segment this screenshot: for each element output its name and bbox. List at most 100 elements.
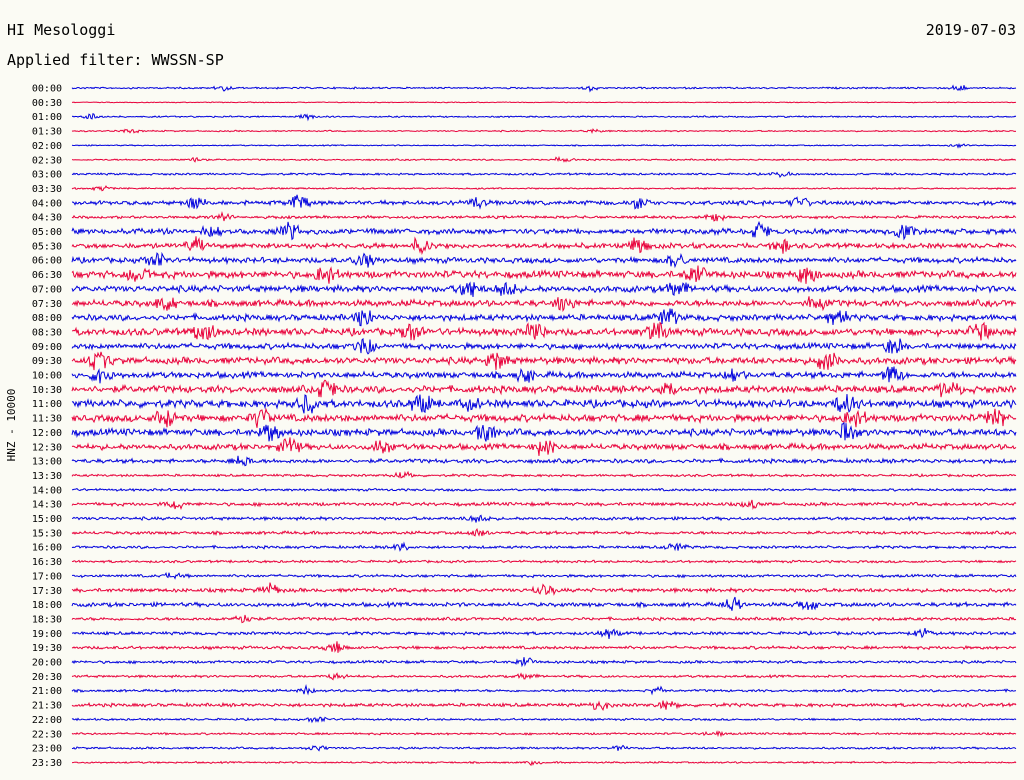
trace-row-0730: 07:30: [32, 296, 1017, 313]
trace-row-1630: 16:30: [32, 557, 1017, 568]
trace-row-0430: 04:30: [32, 211, 1017, 224]
row-time-label: 02:00: [32, 141, 62, 152]
trace-row-0030: 00:30: [32, 98, 1017, 109]
trace-row-0200: 02:00: [32, 141, 1017, 152]
row-time-label: 12:30: [32, 442, 62, 453]
row-time-label: 06:00: [32, 256, 62, 267]
trace-line: [71, 641, 1017, 653]
trace-line: [71, 700, 1017, 711]
y-axis-label-group: HNZ - 10000: [5, 389, 18, 462]
row-time-label: 09:30: [32, 356, 62, 367]
trace-row-0300: 03:00: [32, 170, 1017, 181]
row-time-label: 20:30: [32, 672, 62, 683]
trace-line: [71, 236, 1017, 256]
trace-line: [71, 112, 1017, 122]
trace-line: [71, 657, 1017, 668]
trace-row-1600: 16:00: [32, 541, 1017, 554]
trace-line: [71, 351, 1017, 371]
trace-line: [72, 572, 1017, 580]
trace-line: [71, 308, 1017, 327]
trace-line: [72, 627, 1017, 639]
trace-line: [71, 84, 1017, 93]
trace-line: [71, 514, 1017, 523]
trace-line: [71, 716, 1017, 724]
trace-line: [71, 559, 1017, 564]
trace-line: [71, 744, 1017, 752]
trace-row-1000: 10:00: [32, 366, 1017, 384]
trace-line: [71, 281, 1017, 298]
trace-row-2000: 20:00: [32, 657, 1017, 669]
trace-row-2330: 23:30: [32, 758, 1017, 769]
trace-row-1330: 13:30: [32, 470, 1017, 482]
trace-line: [71, 379, 1017, 398]
trace-row-1500: 15:00: [32, 514, 1017, 525]
row-time-label: 08:30: [32, 327, 62, 338]
row-time-label: 09:00: [32, 342, 62, 353]
trace-line: [71, 321, 1017, 341]
row-time-label: 16:30: [32, 557, 62, 568]
trace-line: [71, 101, 1017, 104]
trace-line: [72, 760, 1017, 767]
trace-line: [71, 672, 1017, 681]
row-time-label: 04:30: [32, 213, 62, 224]
row-time-label: 03:30: [32, 184, 62, 195]
trace-row-0100: 01:00: [32, 112, 1017, 123]
row-time-label: 01:00: [32, 112, 62, 123]
trace-row-1230: 12:30: [32, 437, 1017, 456]
row-time-label: 00:00: [32, 84, 62, 95]
trace-row-0600: 06:00: [32, 251, 1017, 269]
trace-line: [71, 499, 1017, 510]
trace-row-0000: 00:00: [32, 84, 1017, 95]
trace-line: [71, 421, 1017, 442]
trace-line: [71, 394, 1017, 414]
trace-row-0230: 02:30: [32, 155, 1017, 166]
trace-row-1730: 17:30: [32, 582, 1017, 597]
row-time-label: 05:00: [32, 227, 62, 238]
trace-row-2200: 22:00: [32, 715, 1017, 726]
row-time-label: 07:00: [32, 284, 62, 295]
row-time-label: 01:30: [32, 127, 62, 138]
trace-line: [71, 541, 1017, 552]
date-label: 2019-07-03: [925, 21, 1016, 39]
row-time-label: 22:00: [32, 715, 62, 726]
row-time-label: 14:00: [32, 485, 62, 496]
trace-row-0700: 07:00: [32, 281, 1017, 298]
trace-row-2030: 20:30: [32, 672, 1017, 683]
row-time-label: 21:30: [32, 701, 62, 712]
trace-row-1830: 18:30: [32, 614, 1017, 625]
trace-line: [71, 128, 1017, 135]
trace-row-1700: 17:00: [32, 571, 1017, 582]
trace-line: [71, 528, 1017, 537]
row-time-label: 16:00: [32, 543, 62, 554]
row-time-label: 17:00: [32, 571, 62, 582]
row-time-label: 13:00: [32, 457, 62, 468]
trace-row-2300: 23:00: [32, 744, 1017, 755]
trace-line: [71, 455, 1017, 467]
trace-row-0930: 09:30: [32, 351, 1017, 371]
trace-row-0830: 08:30: [32, 321, 1017, 341]
trace-line: [71, 194, 1017, 210]
trace-line: [71, 251, 1017, 269]
row-time-label: 23:30: [32, 758, 62, 769]
trace-row-1930: 19:30: [32, 641, 1017, 654]
trace-line: [71, 265, 1017, 284]
trace-row-1900: 19:00: [32, 627, 1017, 640]
row-time-label: 19:00: [32, 629, 62, 640]
row-time-label: 14:30: [32, 500, 62, 511]
trace-row-1200: 12:00: [32, 421, 1017, 442]
row-time-label: 21:00: [32, 686, 62, 697]
row-time-label: 02:30: [32, 155, 62, 166]
row-time-label: 04:00: [32, 198, 62, 209]
trace-line: [71, 596, 1017, 611]
trace-row-1100: 11:00: [32, 394, 1017, 414]
trace-row-0530: 05:30: [32, 236, 1017, 256]
trace-line: [71, 185, 1017, 192]
trace-row-0500: 05:00: [32, 220, 1017, 241]
trace-line: [71, 614, 1017, 624]
trace-line: [71, 730, 1017, 738]
trace-line: [71, 487, 1017, 493]
row-time-label: 00:30: [32, 98, 62, 109]
row-time-label: 22:30: [32, 729, 62, 740]
trace-line: [71, 211, 1017, 222]
